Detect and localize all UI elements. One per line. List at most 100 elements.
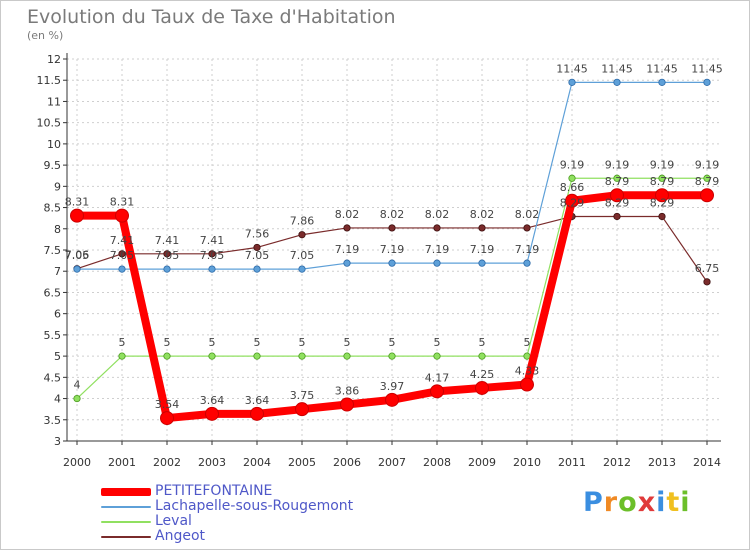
- data-point: [523, 224, 531, 232]
- data-point: [163, 265, 171, 273]
- data-point: [298, 352, 306, 360]
- data-label: 7.19: [425, 243, 450, 256]
- x-tick-label: 2011: [558, 456, 586, 469]
- data-label: 9.19: [650, 158, 675, 171]
- chart-unit-label: (en %): [27, 29, 64, 42]
- data-label: 8.29: [560, 196, 585, 209]
- data-label: 4.25: [470, 368, 495, 381]
- y-tick-label: 10: [47, 138, 61, 151]
- data-point: [163, 250, 171, 258]
- data-label: 8.79: [650, 175, 675, 188]
- y-tick-label: 11: [47, 95, 61, 108]
- data-label: 7.41: [200, 234, 225, 247]
- legend-label: Lachapelle-sous-Rougemont: [155, 498, 354, 514]
- y-tick-label: 3: [54, 435, 61, 448]
- data-label: 5: [119, 336, 126, 349]
- data-label: 7.86: [290, 215, 315, 228]
- data-point: [658, 212, 666, 221]
- chart-title: Evolution du Taux de Taxe d'Habitation: [27, 6, 396, 28]
- data-point: [610, 188, 624, 203]
- x-tick-label: 2013: [648, 456, 676, 469]
- data-label: 5: [389, 336, 396, 349]
- y-tick-label: 4: [54, 393, 61, 406]
- data-point: [430, 384, 444, 399]
- data-point: [523, 352, 531, 360]
- legend-item: Angeot: [101, 529, 353, 544]
- data-label: 7.05: [155, 249, 180, 262]
- y-tick-label: 7.5: [44, 244, 62, 257]
- data-point: [343, 224, 351, 232]
- data-label: 11.45: [691, 62, 723, 75]
- data-point: [208, 250, 216, 258]
- data-label: 8.29: [605, 196, 630, 209]
- data-label: 7.19: [470, 243, 495, 256]
- data-label: 7.19: [380, 243, 405, 256]
- data-label: 6.75: [695, 262, 720, 275]
- data-point: [613, 212, 621, 221]
- data-label: 3.97: [380, 380, 405, 393]
- data-label: 7.05: [200, 249, 225, 262]
- data-label: 5: [164, 336, 171, 349]
- data-label: 7.05: [290, 249, 315, 262]
- y-tick-label: 4.5: [44, 371, 62, 384]
- logo-letter: x: [637, 487, 657, 518]
- legend-swatch: [101, 535, 151, 538]
- x-tick-label: 2000: [63, 456, 91, 469]
- series-petitefontaine: [70, 188, 714, 426]
- data-point: [475, 380, 489, 395]
- data-label: 7.05: [65, 249, 90, 262]
- legend-swatch: [101, 520, 151, 523]
- data-label: 5: [254, 336, 261, 349]
- data-label: 8.02: [335, 208, 360, 221]
- x-tick-label: 2008: [423, 456, 451, 469]
- data-label: 3.64: [245, 394, 270, 407]
- data-point: [568, 174, 576, 182]
- data-label: 7.06: [65, 249, 90, 262]
- logo-letter: i: [680, 487, 691, 518]
- x-tick-label: 2004: [243, 456, 271, 469]
- data-point: [388, 259, 396, 267]
- data-label: 11.45: [646, 62, 678, 75]
- y-tick-label: 7: [54, 265, 61, 278]
- data-point: [343, 352, 351, 360]
- data-point: [208, 265, 216, 273]
- data-label: 5: [524, 336, 531, 349]
- data-point: [568, 78, 576, 86]
- data-point: [523, 259, 531, 267]
- data-point: [298, 265, 306, 273]
- series-lachapelle-sous-rougemont: [73, 78, 711, 273]
- x-tick-label: 2001: [108, 456, 136, 469]
- data-label: 3.54: [155, 398, 180, 411]
- y-tick-label: 6.5: [44, 286, 62, 299]
- data-label: 4.33: [515, 365, 540, 378]
- data-point: [70, 208, 84, 223]
- data-point: [478, 259, 486, 267]
- data-point: [520, 377, 534, 392]
- x-tick-label: 2014: [693, 456, 721, 469]
- data-point: [433, 224, 441, 232]
- data-point: [208, 352, 216, 360]
- y-tick-label: 5: [54, 350, 61, 363]
- data-point: [115, 208, 129, 223]
- data-label: 5: [209, 336, 216, 349]
- data-label: 8.29: [650, 196, 675, 209]
- data-point: [343, 259, 351, 267]
- data-point: [253, 352, 261, 360]
- data-label: 5: [299, 336, 306, 349]
- data-label: 8.66: [560, 181, 585, 194]
- x-tick-label: 2005: [288, 456, 316, 469]
- data-point: [478, 352, 486, 360]
- legend: PETITEFONTAINE Lachapelle-sous-Rougemont L…: [101, 484, 353, 544]
- data-label: 5: [344, 336, 351, 349]
- data-label: 5: [434, 336, 441, 349]
- data-point: [658, 174, 666, 182]
- y-tick-label: 10.5: [37, 117, 62, 130]
- data-point: [73, 265, 81, 273]
- data-point: [298, 231, 306, 239]
- y-tick-label: 5.5: [44, 329, 62, 342]
- data-label: 9.19: [560, 158, 585, 171]
- data-label: 8.31: [110, 196, 135, 209]
- data-label: 8.02: [470, 208, 495, 221]
- data-point: [73, 394, 81, 403]
